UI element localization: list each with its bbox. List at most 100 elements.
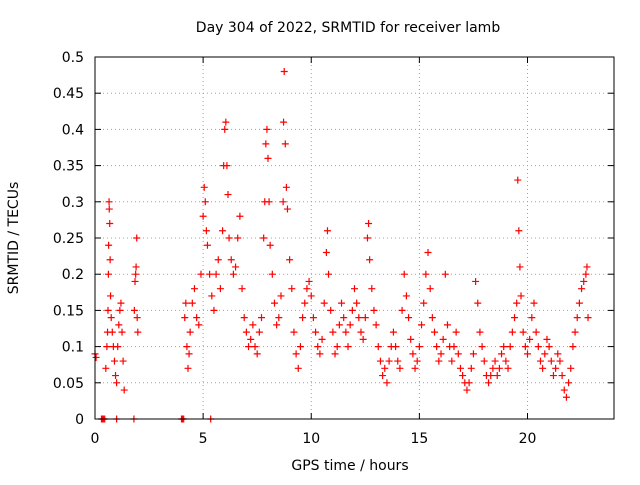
data-point — [117, 299, 125, 307]
data-point — [253, 350, 261, 358]
data-point — [202, 227, 210, 235]
data-point — [428, 314, 436, 322]
data-point — [133, 314, 141, 322]
data-point — [119, 357, 127, 365]
data-point — [472, 277, 480, 285]
data-point — [264, 154, 272, 162]
data-point — [365, 220, 373, 228]
data-point — [190, 285, 198, 293]
data-point — [210, 306, 218, 314]
data-point — [333, 343, 341, 351]
data-point — [348, 306, 356, 314]
data-point — [216, 285, 224, 293]
data-point — [312, 328, 320, 336]
data-point — [558, 372, 566, 380]
data-point — [104, 270, 112, 278]
data-point — [396, 364, 404, 372]
data-point — [398, 306, 406, 314]
data-point — [342, 328, 350, 336]
data-point — [433, 343, 441, 351]
data-point — [303, 285, 311, 293]
data-point — [541, 350, 549, 358]
data-point — [305, 277, 313, 285]
data-point — [132, 263, 140, 271]
data-point — [506, 343, 514, 351]
data-point — [426, 285, 434, 293]
data-point — [513, 299, 521, 307]
x-tick-label: 15 — [410, 431, 428, 447]
data-point — [534, 343, 542, 351]
data-point — [554, 350, 562, 358]
data-point — [222, 118, 230, 126]
data-point — [327, 306, 335, 314]
data-point — [307, 292, 315, 300]
data-point — [277, 292, 285, 300]
data-point — [251, 343, 259, 351]
data-point — [112, 372, 120, 380]
data-point — [238, 285, 246, 293]
data-point — [120, 386, 128, 394]
data-point — [545, 343, 553, 351]
data-point — [500, 343, 508, 351]
data-point — [575, 299, 583, 307]
data-point — [407, 335, 415, 343]
data-point — [288, 285, 296, 293]
data-point — [107, 314, 115, 322]
data-point — [346, 321, 354, 329]
data-point — [567, 364, 575, 372]
data-point — [584, 314, 592, 322]
data-point — [103, 343, 111, 351]
data-point — [381, 364, 389, 372]
data-point — [422, 270, 430, 278]
data-point — [280, 118, 288, 126]
data-point — [409, 350, 417, 358]
data-point — [573, 314, 581, 322]
data-point — [335, 321, 343, 329]
data-point — [431, 328, 439, 336]
data-point — [316, 350, 324, 358]
data-point — [560, 386, 568, 394]
y-tick-label: 0.2 — [62, 267, 84, 283]
data-point — [480, 357, 488, 365]
y-tick-label: 0.4 — [62, 122, 84, 138]
data-point — [331, 350, 339, 358]
data-point — [208, 292, 216, 300]
x-axis-label: GPS time / hours — [291, 458, 408, 474]
x-tick-label: 0 — [91, 431, 100, 447]
data-point — [280, 67, 288, 75]
data-point — [212, 270, 220, 278]
data-point — [528, 314, 536, 322]
data-point — [340, 314, 348, 322]
data-point — [186, 328, 194, 336]
data-point — [325, 270, 333, 278]
data-point — [255, 328, 263, 336]
data-point — [105, 198, 113, 206]
data-point — [583, 263, 591, 271]
data-point — [130, 306, 138, 314]
data-point — [338, 299, 346, 307]
data-point — [262, 140, 270, 148]
data-point — [265, 198, 273, 206]
data-point — [225, 234, 233, 242]
data-point — [232, 263, 240, 271]
data-point — [463, 386, 471, 394]
data-point — [372, 321, 380, 329]
data-point — [582, 270, 590, 278]
data-point — [359, 335, 367, 343]
data-point — [106, 220, 114, 228]
data-point — [329, 328, 337, 336]
data-point — [183, 343, 191, 351]
y-tick-label: 0.15 — [53, 303, 84, 319]
data-point — [309, 314, 317, 322]
data-point — [376, 357, 384, 365]
data-point — [247, 335, 255, 343]
data-point — [322, 248, 330, 256]
data-point — [92, 353, 100, 361]
data-point — [110, 357, 118, 365]
data-point — [115, 321, 123, 329]
data-point — [181, 314, 189, 322]
data-point — [236, 212, 244, 220]
data-point — [565, 379, 573, 387]
data-point — [402, 292, 410, 300]
data-point — [131, 277, 139, 285]
